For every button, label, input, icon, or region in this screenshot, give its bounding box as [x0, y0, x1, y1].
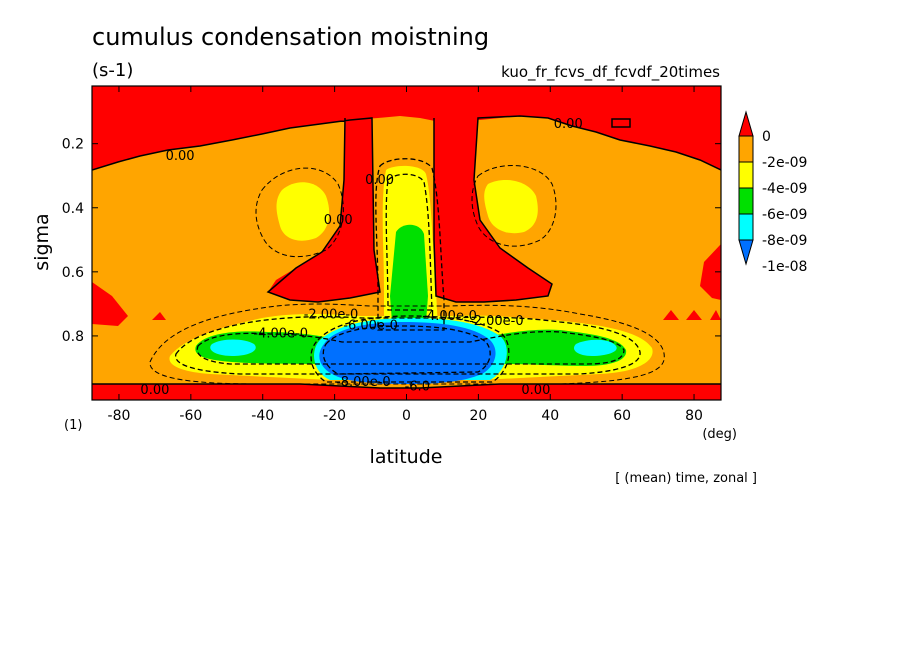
field-band-yellow-south-upper [276, 182, 330, 241]
x-unit-label: (deg) [702, 427, 737, 442]
field-band-blue-core [319, 322, 496, 384]
colorbar-segment [738, 135, 754, 163]
contour-neg2-north [471, 165, 557, 247]
contour-label: -6.0 [405, 380, 430, 395]
field-band-yellow-north-upper [484, 180, 538, 234]
field-band-red-upper [92, 86, 721, 170]
x-unit-factor: (1) [64, 418, 82, 433]
contour-field: 0.00 0.00 0.00 0.00 0.00 0.00 -2.00e-0 -2.00e-0… [92, 86, 721, 400]
units-label: (s-1) [92, 60, 133, 81]
contour-neg-core-3 [310, 315, 510, 383]
x-axis: -80 -60 -40 -20 0 20 40 60 80 [108, 86, 703, 424]
field-band-red-patch-sw [92, 282, 128, 326]
field-band-red-tri-2 [686, 310, 702, 320]
contour-label: 0.00 [166, 149, 195, 164]
field-band-red-tri-3 [710, 310, 721, 320]
colorbar-bottom-arrow [738, 239, 754, 266]
colorbar-label: 0 [762, 129, 771, 145]
x-tick-label: 40 [541, 408, 559, 424]
averaging-note: [ (mean) time, zonal ] [615, 471, 757, 486]
contour-label: -4.00e-0 [253, 327, 308, 342]
colorbar-label: -2e-09 [762, 155, 807, 171]
colorbar-segment [738, 213, 754, 241]
colorbar-top-arrow [738, 110, 754, 137]
field-band-red-tri-1 [663, 310, 679, 320]
x-tick-label: 0 [402, 408, 411, 424]
field-band-cyan-south [210, 339, 256, 356]
experiment-label: kuo_fr_fcvs_df_fcvdf_20times [501, 63, 720, 82]
contour-neg-core-2 [385, 173, 433, 311]
y-axis: 0.2 0.4 0.6 0.8 [62, 137, 721, 345]
contour-label: 0.00 [140, 383, 169, 398]
colorbar-label: -1e-08 [762, 259, 807, 275]
y-tick-label: 0.2 [62, 137, 84, 153]
x-tick-label: -60 [179, 408, 202, 424]
contour-label: 0.00 [554, 117, 583, 132]
field-band-red-tri-4 [152, 312, 166, 320]
field-band-green-core [390, 224, 428, 322]
contour-label: 0.00 [324, 213, 353, 228]
contour-label: 0.00 [365, 173, 394, 188]
colorbar: 0 -2e-09 -4e-09 -6e-09 -8e-09 -1e-08 [738, 110, 807, 275]
field-band-red-patch-ne [700, 244, 721, 300]
y-tick-label: 0.4 [62, 201, 84, 217]
field-band-red-plume-north [434, 118, 552, 302]
x-axis-title: latitude [370, 446, 443, 468]
contour-neg2-lower [149, 303, 665, 385]
x-tick-label: 60 [613, 408, 631, 424]
y-tick-label: 0.8 [62, 329, 84, 345]
contour-lines [92, 115, 721, 389]
contour-neg2-south [255, 167, 344, 258]
contour-neg4-lower [175, 316, 641, 375]
y-tick-label: 0.6 [62, 265, 84, 281]
contour-label: -8.00e-0 [336, 375, 391, 390]
contour-zero-upper [92, 117, 381, 303]
contour-label: -2.00e-0 [469, 314, 524, 329]
x-tick-label: -80 [108, 408, 131, 424]
contour-neg-core-1 [375, 158, 445, 331]
chart-title: cumulus condensation moistning [92, 23, 489, 51]
field-band-cyan-north [573, 339, 617, 356]
x-tick-label: -20 [323, 408, 346, 424]
contour-label: -6.00e-0 [343, 319, 398, 334]
field-band-red-surface [92, 384, 721, 400]
x-tick-label: 20 [469, 408, 487, 424]
contour-labels: 0.00 0.00 0.00 0.00 0.00 0.00 -2.00e-0 -2.00e-0… [140, 117, 582, 398]
contour-label: -2.00e-0 [304, 307, 359, 322]
colorbar-label: -6e-09 [762, 207, 807, 223]
y-axis-title: sigma [31, 213, 53, 270]
colorbar-segment [738, 187, 754, 215]
field-band-red-plume-south [268, 118, 380, 302]
contour-neg6-lower [196, 330, 625, 365]
contour-neg-core-4 [322, 325, 491, 375]
contour-zero-upper-north [433, 115, 721, 303]
contour-label: -4.00e-0 [422, 309, 477, 324]
contour-zero-box [611, 118, 631, 128]
colorbar-segment [738, 161, 754, 189]
x-tick-label: -40 [251, 408, 274, 424]
colorbar-label: -4e-09 [762, 181, 807, 197]
contour-label: 0.00 [521, 383, 550, 398]
colorbar-label: -8e-09 [762, 233, 807, 249]
x-tick-label: 80 [685, 408, 703, 424]
